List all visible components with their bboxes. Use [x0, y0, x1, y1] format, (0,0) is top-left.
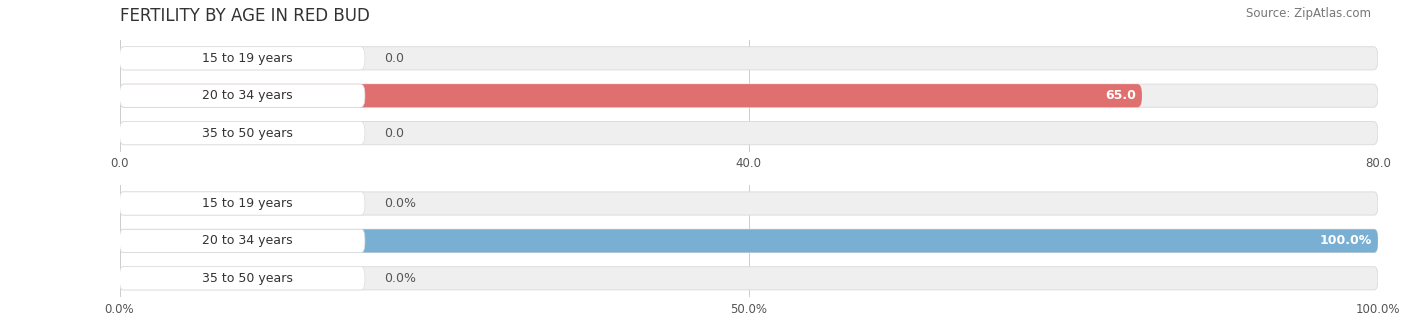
Text: 15 to 19 years: 15 to 19 years	[202, 52, 292, 65]
Text: 0.0: 0.0	[384, 127, 404, 140]
Text: 20 to 34 years: 20 to 34 years	[202, 234, 292, 248]
Text: 65.0: 65.0	[1105, 89, 1136, 102]
FancyBboxPatch shape	[120, 47, 366, 70]
FancyBboxPatch shape	[120, 267, 366, 290]
FancyBboxPatch shape	[120, 121, 1378, 145]
FancyBboxPatch shape	[120, 47, 1378, 70]
FancyBboxPatch shape	[120, 267, 1378, 290]
FancyBboxPatch shape	[120, 229, 366, 252]
FancyBboxPatch shape	[120, 192, 1378, 215]
Text: 35 to 50 years: 35 to 50 years	[201, 127, 292, 140]
FancyBboxPatch shape	[120, 84, 1378, 107]
FancyBboxPatch shape	[120, 229, 1378, 252]
Text: 20 to 34 years: 20 to 34 years	[202, 89, 292, 102]
Text: 35 to 50 years: 35 to 50 years	[201, 272, 292, 285]
FancyBboxPatch shape	[120, 229, 1378, 252]
Text: Source: ZipAtlas.com: Source: ZipAtlas.com	[1246, 7, 1371, 19]
FancyBboxPatch shape	[120, 84, 1142, 107]
Text: FERTILITY BY AGE IN RED BUD: FERTILITY BY AGE IN RED BUD	[120, 7, 370, 25]
FancyBboxPatch shape	[120, 192, 366, 215]
FancyBboxPatch shape	[120, 121, 366, 145]
FancyBboxPatch shape	[120, 84, 366, 107]
Text: 15 to 19 years: 15 to 19 years	[202, 197, 292, 210]
Text: 0.0: 0.0	[384, 52, 404, 65]
Text: 0.0%: 0.0%	[384, 197, 416, 210]
Text: 0.0%: 0.0%	[384, 272, 416, 285]
Text: 100.0%: 100.0%	[1319, 234, 1372, 248]
